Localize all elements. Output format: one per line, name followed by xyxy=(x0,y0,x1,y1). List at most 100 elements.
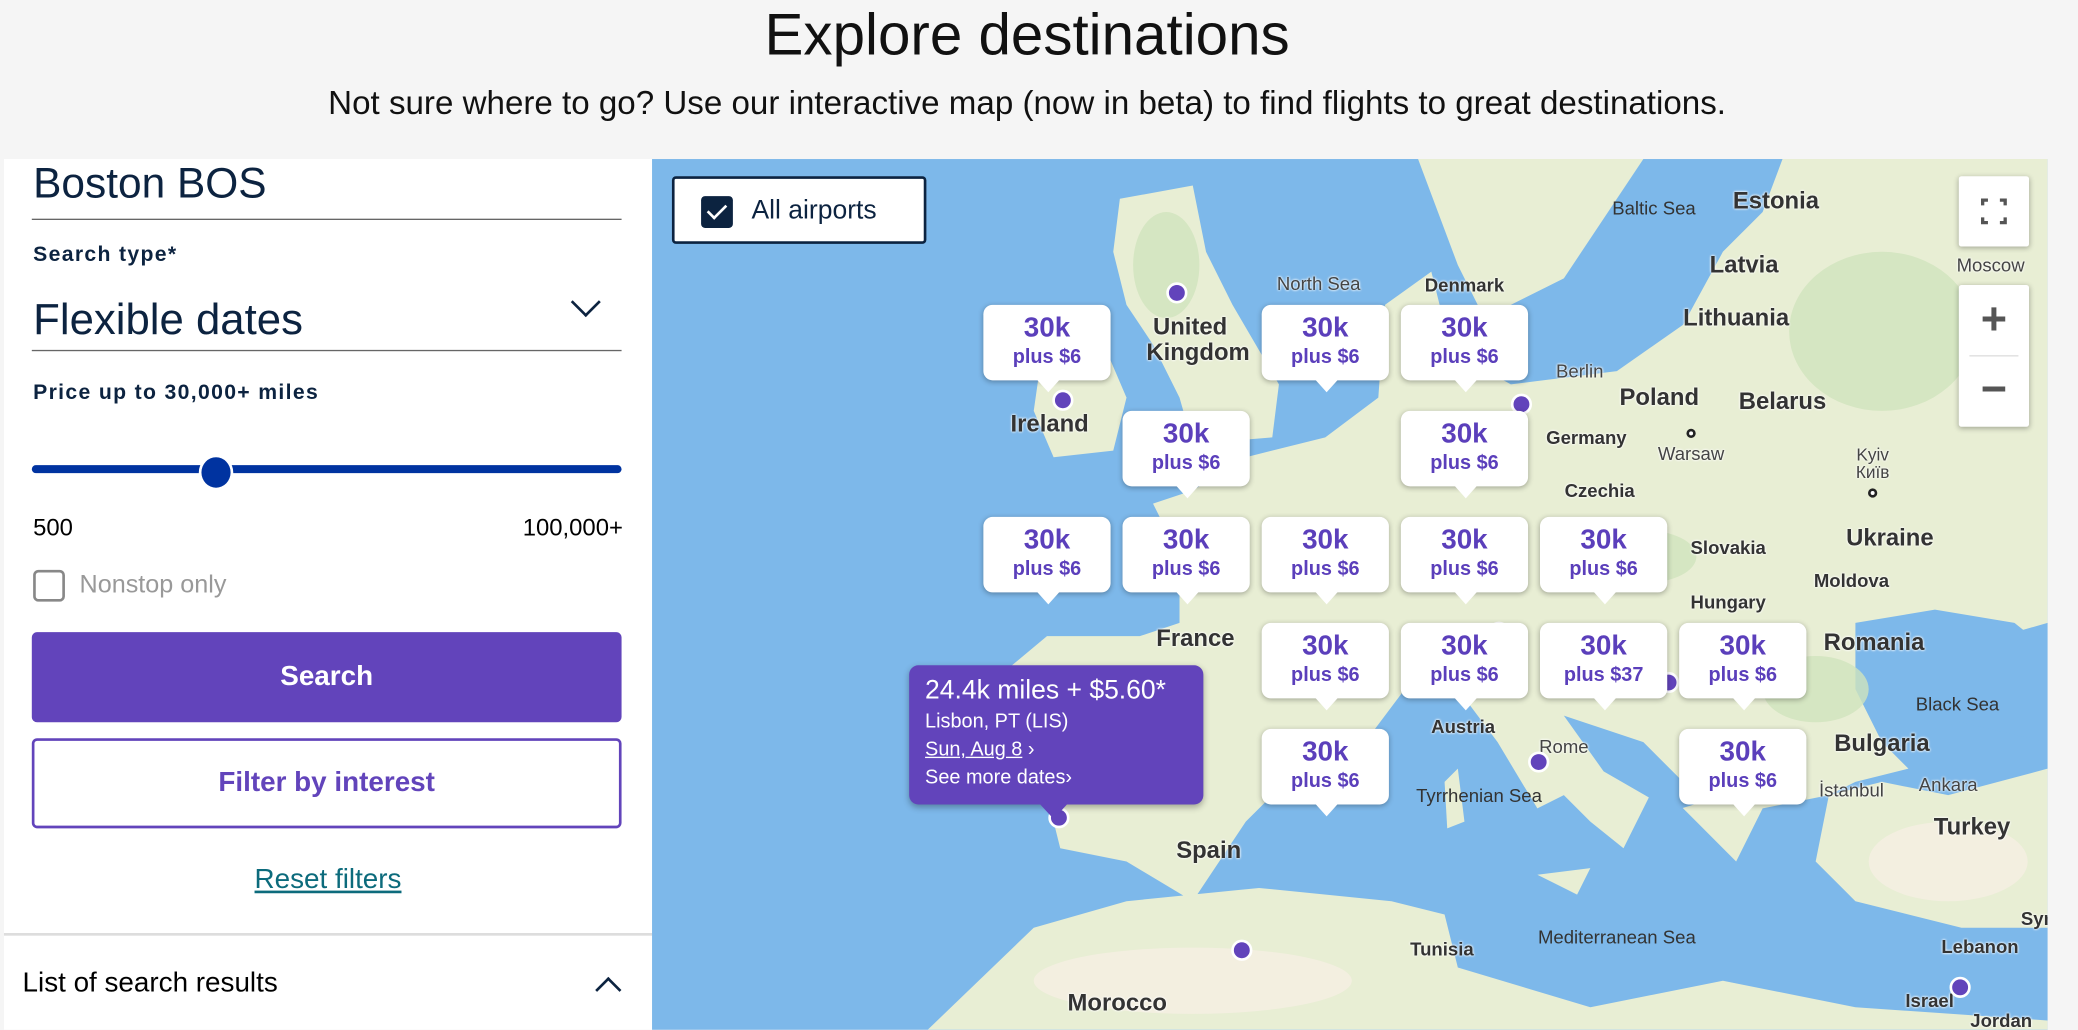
zoom-in-button[interactable]: + xyxy=(1980,294,2008,345)
map-label: Israel xyxy=(1905,989,1954,1012)
price-marker[interactable]: 30k plus $6 xyxy=(983,304,1111,393)
map-label: Czechia xyxy=(1564,479,1635,501)
price-slider-track[interactable] xyxy=(31,465,622,474)
price-marker[interactable]: 30k plus $6 xyxy=(1261,622,1389,711)
select-underline xyxy=(31,349,622,352)
map-label: Denmark xyxy=(1424,274,1505,296)
marker-miles: 30k xyxy=(1302,312,1349,344)
marker-fee: plus $37 xyxy=(1563,663,1644,687)
destination-dot[interactable] xyxy=(1052,389,1074,411)
filter-by-interest-button[interactable]: Filter by interest xyxy=(31,738,622,829)
marker-fee: plus $6 xyxy=(1291,345,1360,369)
price-min-label: 500 xyxy=(33,514,73,541)
price-marker[interactable]: 30k plus $6 xyxy=(1261,516,1389,605)
marker-miles: 30k xyxy=(1441,524,1488,556)
map-label: Germany xyxy=(1546,426,1627,448)
chevron-up-icon[interactable] xyxy=(595,976,622,1004)
marker-miles: 30k xyxy=(1302,736,1349,768)
nonstop-checkbox[interactable] xyxy=(33,569,65,602)
all-airports-toggle[interactable]: All airports xyxy=(671,176,927,244)
search-button[interactable]: Search xyxy=(31,632,622,723)
marker-miles: 30k xyxy=(1441,418,1488,450)
map-label: Turkey xyxy=(1933,813,2011,840)
map-label: Estonia xyxy=(1732,187,1819,215)
price-marker[interactable]: 30k plus $6 xyxy=(1122,516,1250,605)
popup-date[interactable]: Sun, Aug 8 xyxy=(925,738,1023,761)
map-label: Ukraine xyxy=(1846,524,1934,551)
destination-dot[interactable] xyxy=(1949,976,1971,998)
popup-price: 24.4k miles + $5.60* xyxy=(925,675,1166,706)
map-label: Tyrrhenian Sea xyxy=(1416,784,1542,806)
see-more-dates-link[interactable]: See more dates› xyxy=(925,766,1072,789)
price-marker[interactable]: 30k plus $6 xyxy=(983,516,1111,605)
chevron-right-icon: › xyxy=(1065,766,1073,789)
price-marker[interactable]: 30k plus $6 xyxy=(1400,516,1529,605)
popup-date-link[interactable]: Sun, Aug 8 › xyxy=(925,738,1034,761)
selected-destination-popup[interactable]: 24.4k miles + $5.60* Lisbon, PT (LIS) Su… xyxy=(909,665,1204,820)
price-marker[interactable]: 30k plus $6 xyxy=(1261,728,1389,817)
map-label: Moldova xyxy=(1813,569,1890,592)
chevron-down-icon[interactable] xyxy=(570,287,601,318)
city-marker-icon xyxy=(1868,488,1878,498)
map-label: Moscow xyxy=(1956,254,2025,276)
price-marker[interactable]: 30k plus $37 xyxy=(1539,622,1668,711)
price-slider-thumb[interactable] xyxy=(198,454,234,491)
search-type-label: Search type* xyxy=(33,243,178,267)
price-marker[interactable]: 30k plus $6 xyxy=(1400,304,1529,393)
price-label: Price up to 30,000+ miles xyxy=(33,381,320,405)
price-marker[interactable]: 30k plus $6 xyxy=(1539,516,1668,605)
marker-fee: plus $6 xyxy=(1012,557,1082,581)
marker-miles: 30k xyxy=(1162,418,1210,450)
see-more-dates-text[interactable]: See more dates xyxy=(925,766,1066,789)
checkbox-checked-icon[interactable] xyxy=(701,196,733,228)
map-label: Tunisia xyxy=(1410,938,1474,960)
map-label: Spain xyxy=(1176,836,1242,864)
reset-filters-text[interactable]: Reset filters xyxy=(254,864,402,895)
map-label: Jordan xyxy=(1970,1009,2033,1030)
fullscreen-button[interactable] xyxy=(1958,176,2030,247)
map-label: North Sea xyxy=(1276,273,1361,295)
price-marker[interactable]: 30k plus $6 xyxy=(1122,410,1250,499)
origin-field[interactable]: Boston BOS xyxy=(33,159,267,207)
price-marker[interactable]: 30k plus $6 xyxy=(1400,622,1529,711)
chevron-right-icon: › xyxy=(1027,738,1035,761)
page-subtitle: Not sure where to go? Use our interactiv… xyxy=(328,84,1727,122)
map-label: United xyxy=(1153,313,1228,340)
marker-miles: 30k xyxy=(1302,630,1349,662)
marker-fee: plus $6 xyxy=(1708,769,1778,793)
map-label: Warsaw xyxy=(1657,442,1725,464)
destination-map[interactable]: Baltic Sea Estonia Latvia Lithuania Mosc… xyxy=(652,159,2048,1030)
price-marker[interactable]: 30k plus $6 xyxy=(1679,622,1807,711)
reset-filters-link: Reset filters xyxy=(4,864,652,896)
marker-miles: 30k xyxy=(1719,736,1766,768)
marker-fee: plus $6 xyxy=(1569,557,1638,581)
results-list-header[interactable]: List of search results xyxy=(22,967,278,998)
price-marker[interactable]: 30k plus $6 xyxy=(1400,410,1529,499)
destination-dot[interactable] xyxy=(1528,751,1550,773)
price-marker[interactable]: 30k plus $6 xyxy=(1261,304,1389,393)
map-label: Ankara xyxy=(1918,773,1978,796)
marker-fee: plus $6 xyxy=(1708,663,1778,687)
divider xyxy=(3,933,653,936)
marker-miles: 30k xyxy=(1441,312,1488,344)
marker-fee: plus $6 xyxy=(1151,451,1221,475)
map-label: France xyxy=(1156,624,1235,652)
map-label: Berlin xyxy=(1556,360,1604,382)
search-type-select[interactable]: Flexible dates xyxy=(33,294,303,344)
zoom-out-button[interactable]: − xyxy=(1980,364,2008,415)
map-label: Lebanon xyxy=(1941,935,2019,957)
marker-miles: 30k xyxy=(1302,524,1349,556)
marker-fee: plus $6 xyxy=(1291,557,1360,581)
marker-miles: 30k xyxy=(1023,524,1071,556)
marker-fee: plus $6 xyxy=(1012,345,1082,369)
map-label: Kingdom xyxy=(1146,338,1250,366)
nonstop-label[interactable]: Nonstop only xyxy=(79,571,227,600)
destination-dot[interactable] xyxy=(1166,282,1188,304)
price-max-label: 100,000+ xyxy=(522,514,623,541)
zoom-divider xyxy=(1969,355,2019,357)
map-label: İstanbul xyxy=(1818,779,1884,801)
price-marker[interactable]: 30k plus $6 xyxy=(1679,728,1807,817)
destination-dot[interactable] xyxy=(1231,939,1253,961)
map-label: Київ xyxy=(1855,461,1890,482)
marker-fee: plus $6 xyxy=(1430,345,1499,369)
